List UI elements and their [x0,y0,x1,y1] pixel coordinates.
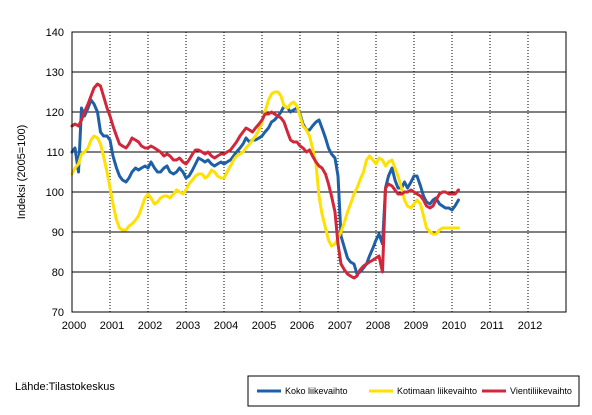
x-tick-label: 2010 [442,320,466,332]
source-label: Lähde:Tilastokeskus [15,381,115,393]
y-tick-labels: 70 80 90 100 110 120 130 140 [46,27,64,319]
y-tick-label: 70 [52,307,64,319]
y-tick-label: 80 [52,267,64,279]
x-tick-label: 2005 [252,320,276,332]
y-axis-label: Indeksi (2005=100) [16,125,28,219]
y-tick-label: 100 [46,187,64,199]
legend-label-vienti: Vientiliikevaihto [510,386,572,396]
series-line-0 [70,98,460,276]
y-tick-label: 130 [46,67,64,79]
plot-frame [71,31,567,313]
x-tick-label: 2012 [518,320,542,332]
x-tick-label: 2011 [480,320,504,332]
legend: Koko liikevaihto Kotimaan liikevaihto Vi… [247,375,580,407]
x-tick-label: 2002 [138,320,162,332]
legend-label-koko: Koko liikevaihto [285,386,348,396]
grid [72,31,566,313]
y-tick-label: 120 [46,107,64,119]
series-line-1 [70,90,460,248]
x-tick-label: 2001 [100,320,124,332]
y-tick-label: 90 [52,227,64,239]
x-tick-label: 2009 [404,320,428,332]
x-tick-label: 2007 [328,320,352,332]
legend-box [247,375,580,407]
x-tick-label: 2000 [62,320,86,332]
x-tick-labels: 2000 2001 2002 2003 2004 2005 2006 2007 2008 2009… [62,320,542,332]
x-tick-label: 2006 [290,320,314,332]
y-tick-label: 110 [46,147,64,159]
series-lines [70,82,460,280]
series-line-2 [70,82,460,280]
legend-label-kotimaan: Kotimaan liikevaihto [397,386,477,396]
x-tick-label: 2004 [214,320,238,332]
x-tick-label: 2008 [366,320,390,332]
x-tick-label: 2003 [176,320,200,332]
y-tick-label: 140 [46,27,64,39]
